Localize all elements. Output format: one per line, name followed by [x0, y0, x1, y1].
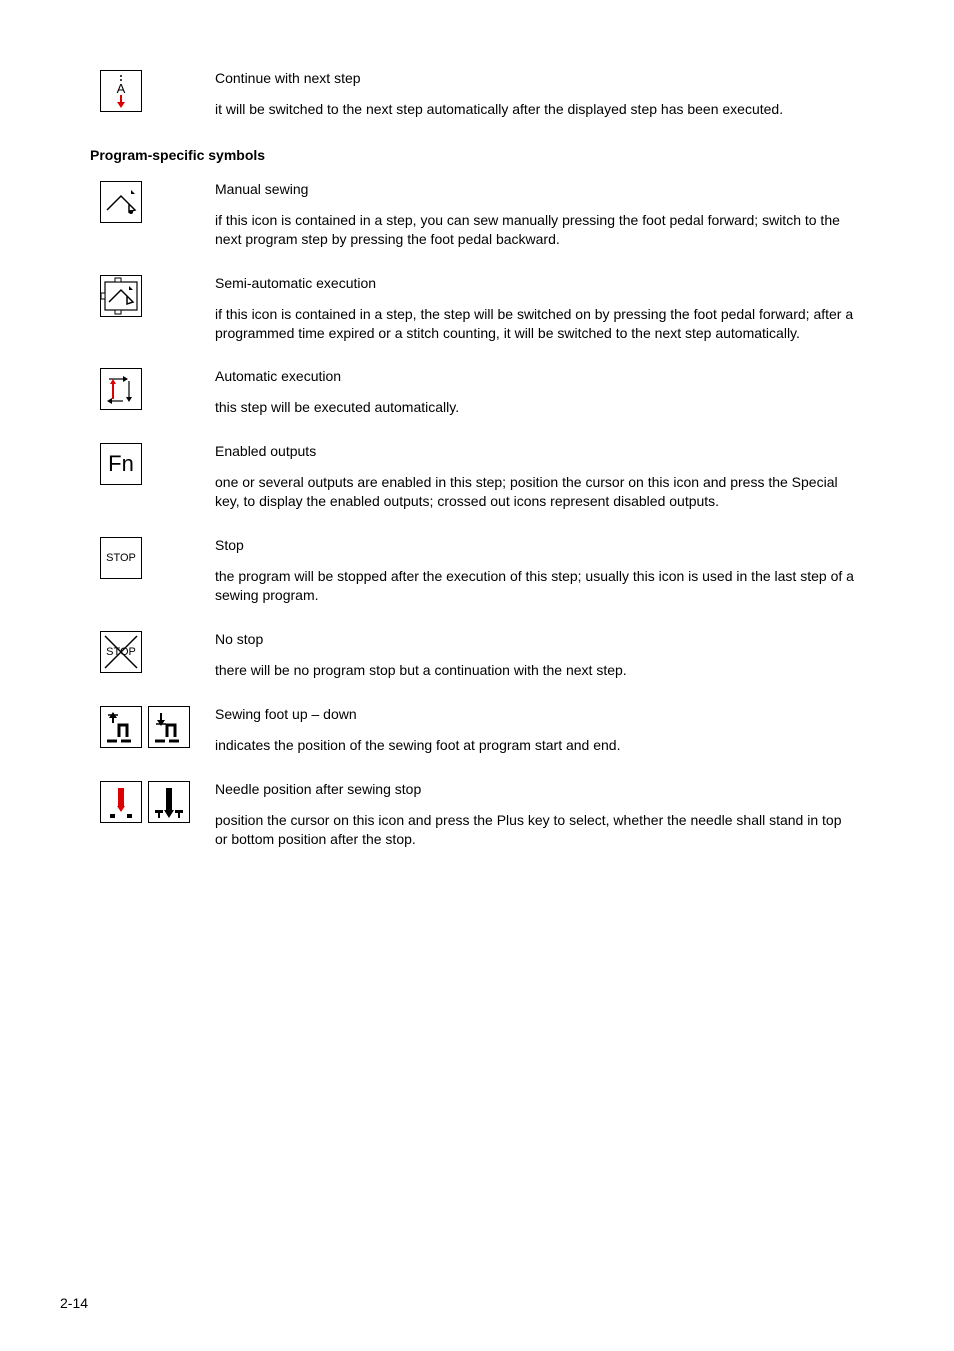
manual-sewing-label: Manual sewing: [215, 181, 854, 197]
stop-text: STOP: [106, 552, 136, 564]
needle-desc: position the cursor on this icon and pre…: [215, 811, 854, 849]
continue-desc: it will be switched to the next step aut…: [215, 100, 854, 119]
enabled-outputs-label: Enabled outputs: [215, 443, 854, 459]
needle-up-icon: [100, 781, 142, 823]
auto-exec-icon: [100, 368, 142, 410]
semi-auto-desc: if this icon is contained in a step, the…: [215, 305, 854, 343]
needle-down-icon: [148, 781, 190, 823]
continue-next-step-icon: A: [100, 70, 142, 112]
enabled-outputs-desc: one or several outputs are enabled in th…: [215, 473, 854, 511]
page-number: 2-14: [60, 1295, 88, 1311]
fn-text: Fn: [108, 451, 134, 477]
no-stop-icon: STOP: [100, 631, 142, 673]
foot-down-icon: [148, 706, 190, 748]
stop-desc: the program will be stopped after the ex…: [215, 567, 854, 605]
needle-label: Needle position after sewing stop: [215, 781, 854, 797]
auto-exec-desc: this step will be executed automatically…: [215, 398, 854, 417]
foot-desc: indicates the position of the sewing foo…: [215, 736, 854, 755]
no-stop-label: No stop: [215, 631, 854, 647]
no-stop-desc: there will be no program stop but a cont…: [215, 661, 854, 680]
fn-icon: Fn: [100, 443, 142, 485]
svg-text:A: A: [117, 81, 126, 96]
foot-label: Sewing foot up – down: [215, 706, 854, 722]
section-title: Program-specific symbols: [90, 147, 894, 163]
auto-exec-label: Automatic execution: [215, 368, 854, 384]
stop-icon: STOP: [100, 537, 142, 579]
foot-up-icon: [100, 706, 142, 748]
continue-label: Continue with next step: [215, 70, 854, 86]
semi-auto-label: Semi-automatic execution: [215, 275, 854, 291]
semi-auto-icon: [100, 275, 142, 317]
stop-label: Stop: [215, 537, 854, 553]
manual-sewing-desc: if this icon is contained in a step, you…: [215, 211, 854, 249]
manual-sewing-icon: [100, 181, 142, 223]
